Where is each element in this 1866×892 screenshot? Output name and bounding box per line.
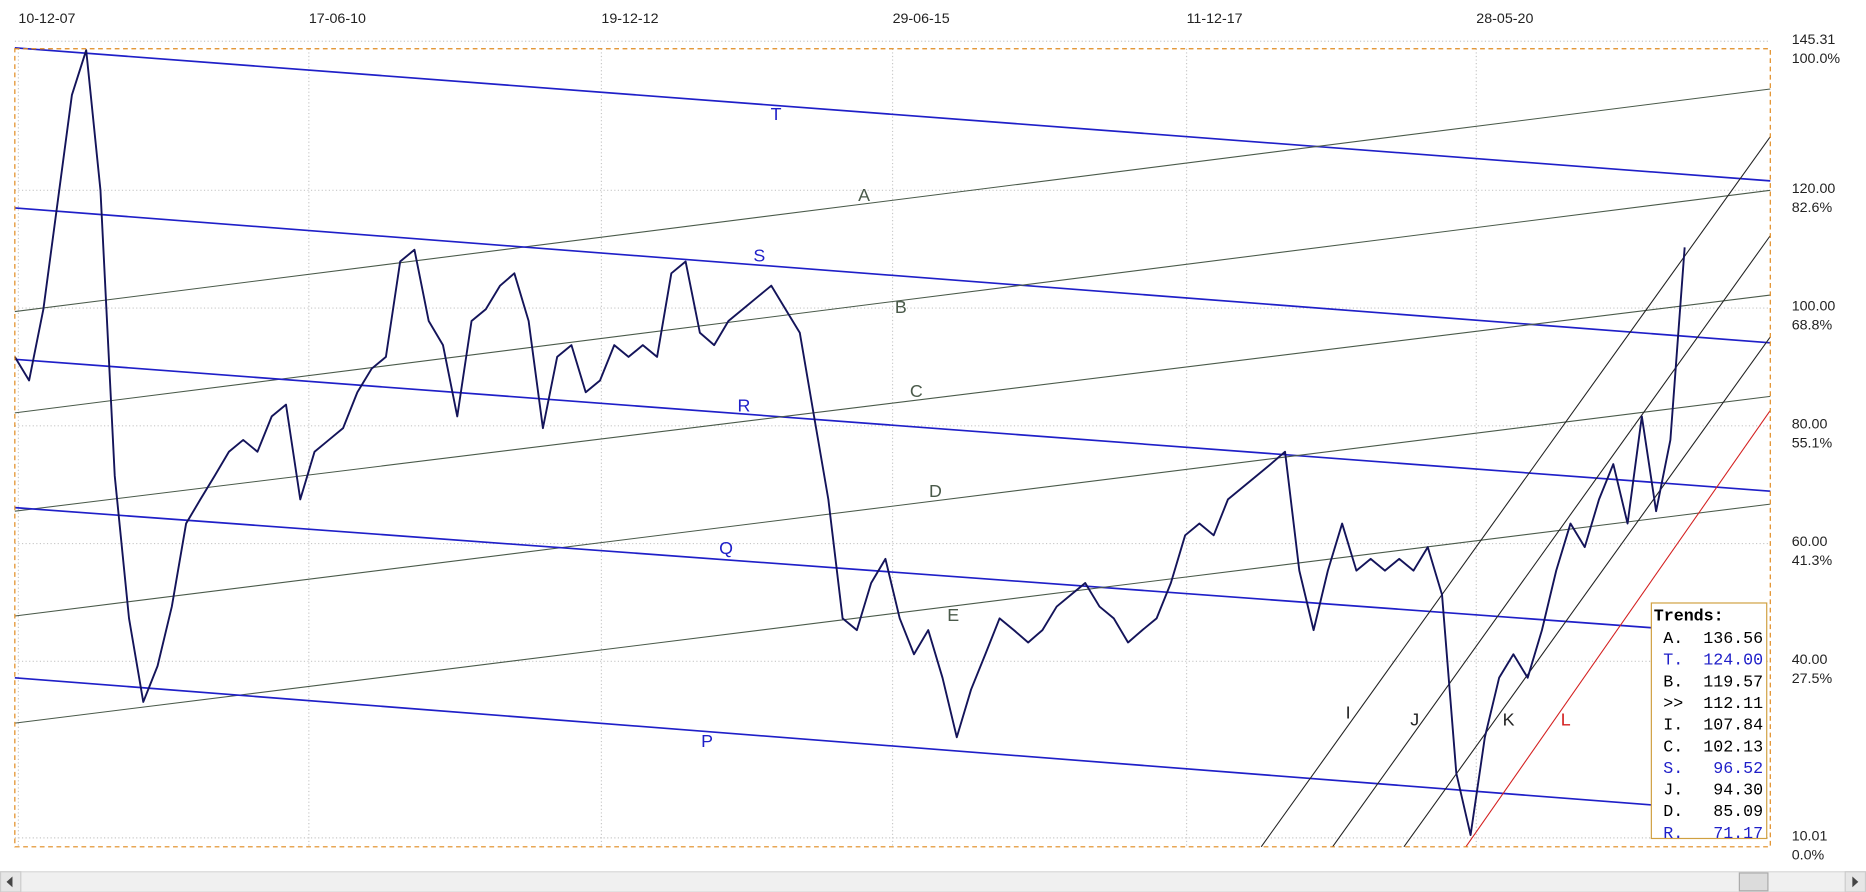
y-tick-label: 40.00 [1792,652,1828,668]
trend-key: J. [1663,781,1683,800]
trend-key: I. [1663,716,1683,735]
trendline-label: C [910,381,923,401]
y-tick-percent: 27.5% [1792,671,1833,687]
trendline-label: D [929,481,942,501]
y-tick-label: 145.31 [1792,32,1836,48]
trendline-label: Q [719,538,733,558]
trendline-label: L [1561,709,1571,729]
trend-key: >> [1663,694,1683,713]
y-tick-label: 80.00 [1792,416,1828,432]
y-tick-label: 120.00 [1792,181,1836,197]
x-tick-label: 29-06-15 [893,11,950,27]
y-tick-percent: 82.6% [1792,200,1833,216]
scroll-thumb[interactable] [1738,872,1769,892]
trend-value: 136.56 [1703,629,1763,648]
price-line [14,49,1686,836]
trend-value: 96.52 [1713,759,1763,778]
grid [14,40,1771,847]
y-tick-percent: 41.3% [1792,553,1833,569]
trend-key: D. [1663,802,1683,821]
plot-frame [14,48,1771,848]
y-tick-label: 60.00 [1792,534,1828,550]
trendline-label: S [753,246,765,266]
scrollbar[interactable] [0,871,1866,892]
arrow-right [1852,876,1859,888]
x-tick-label: 28-05-20 [1476,11,1533,27]
x-tick-label: 10-12-07 [18,11,75,27]
trendline-label: B [895,297,907,317]
trendlines [14,46,1771,848]
trendline [1465,410,1771,848]
y-tick-label: 10.01 [1792,828,1828,844]
y-tick-label: 100.00 [1792,299,1836,315]
scroll-track[interactable] [0,871,1866,892]
trendline [14,503,1771,724]
y-tick-percent: 0.0% [1792,847,1825,863]
trendline-label: A [858,185,870,205]
trend-key: C. [1663,737,1683,756]
trendline [14,88,1771,313]
trendline-label: K [1503,709,1515,729]
trendline-label: I [1346,702,1351,722]
arrow-left [6,876,13,888]
trendline [14,207,1771,344]
trend-value: 119.57 [1703,672,1763,691]
y-tick-percent: 55.1% [1792,435,1833,451]
trend-value: 71.17 [1713,824,1763,843]
trendline [14,358,1771,492]
trend-value: 85.09 [1713,802,1763,821]
x-tick-label: 11-12-17 [1187,11,1243,27]
trendline [14,676,1652,806]
trends-box-frame [1650,602,1768,840]
trendline [14,189,1771,414]
y-tick-percent: 68.8% [1792,318,1833,334]
trendline [1260,136,1771,848]
trendline-label: P [701,731,713,751]
trendline-label: T [771,104,782,124]
trends-box: Trends: A. 136.56 T. 124.00 B. 119.57 >> 112.11 I… [1650,602,1768,843]
trend-key: T. [1663,651,1683,670]
trendline-label: R [737,395,750,415]
trend-value: 107.84 [1703,716,1763,735]
trendline-label: E [947,605,959,625]
trend-key: A. [1663,629,1683,648]
trendline [14,506,1652,629]
trends-title: Trends: [1654,606,1724,625]
y-tick-percent: 100.0% [1792,51,1841,67]
trend-value: 94.30 [1713,781,1763,800]
trend-key: R. [1663,824,1683,843]
x-tick-label: 17-06-10 [309,11,366,27]
x-tick-label: 19-12-12 [601,11,658,27]
trend-value: 102.13 [1703,737,1763,756]
trend-value: 124.00 [1703,651,1763,670]
trendline [14,395,1771,617]
trendline [1403,336,1771,848]
trend-value: 112.11 [1703,694,1763,713]
trend-key: B. [1663,672,1683,691]
trendline [14,46,1771,182]
trend-key: S. [1663,759,1683,778]
labels: 145.31 100.0% 120.00 82.6% 100.00 68.8% 80.00 5… [18,11,1840,864]
price-layer [14,49,1686,836]
trendline-label: J [1410,709,1419,729]
trendline [1332,235,1771,848]
